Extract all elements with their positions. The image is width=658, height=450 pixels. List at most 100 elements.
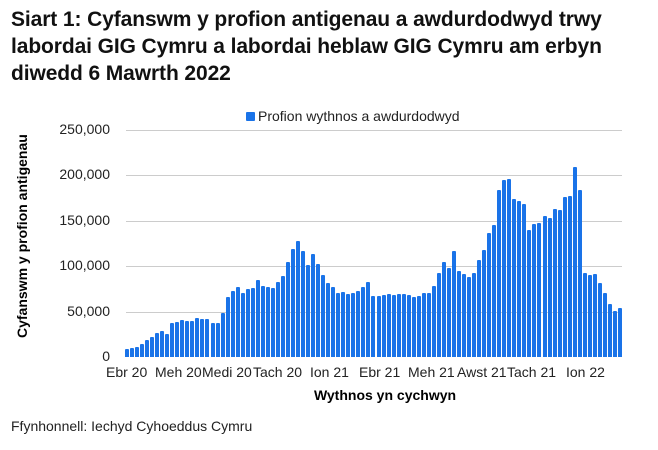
- bar: [527, 229, 532, 357]
- bar: [220, 313, 225, 357]
- bar: [467, 277, 472, 357]
- x-axis-label: Wythnos yn cychwyn: [313, 387, 457, 403]
- y-tick: 50,000: [67, 303, 110, 319]
- x-tick: Meh 20: [155, 364, 202, 380]
- source-note: Ffynhonnell: Iechyd Cyhoeddus Cymru: [11, 418, 253, 434]
- bar: [497, 189, 502, 357]
- bar: [552, 209, 557, 357]
- bar: [255, 279, 260, 357]
- y-axis-label: Cyfanswm y profion antigenau: [14, 134, 30, 338]
- bar: [285, 261, 290, 357]
- legend-swatch-icon: [246, 111, 255, 121]
- x-tick: Medi 20: [202, 364, 252, 380]
- bar: [406, 295, 411, 357]
- bar: [210, 322, 215, 357]
- bar: [572, 167, 577, 357]
- bar: [582, 272, 587, 357]
- bar: [195, 318, 200, 357]
- bar: [175, 321, 180, 357]
- gridline: [126, 130, 622, 131]
- bar: [280, 276, 285, 357]
- bar: [607, 304, 612, 357]
- bar: [436, 272, 441, 357]
- x-tick: Tach 20: [253, 364, 303, 380]
- bar: [125, 348, 130, 357]
- bar: [446, 268, 451, 357]
- bar: [150, 337, 155, 357]
- gridline: [126, 221, 622, 222]
- bar: [617, 308, 622, 357]
- bar: [411, 297, 416, 357]
- bar: [321, 275, 326, 357]
- bar: [240, 292, 245, 357]
- bar: [421, 293, 426, 357]
- bar: [190, 320, 195, 357]
- bar: [557, 209, 562, 357]
- bar: [537, 222, 542, 357]
- y-tick: 100,000: [59, 257, 110, 273]
- bar: [487, 232, 492, 357]
- bar: [205, 318, 210, 357]
- bar: [366, 281, 371, 357]
- bar: [250, 288, 255, 357]
- gridline: [126, 266, 622, 267]
- bar: [512, 199, 517, 357]
- bar: [225, 297, 230, 357]
- bar: [381, 295, 386, 357]
- bar: [331, 287, 336, 357]
- bar: [401, 294, 406, 357]
- bar: [130, 347, 135, 357]
- bar: [507, 179, 512, 357]
- bar: [316, 263, 321, 357]
- bar: [306, 265, 311, 357]
- bar: [597, 282, 602, 357]
- bar: [235, 287, 240, 357]
- bar: [416, 296, 421, 357]
- x-tick: Ebr 21: [359, 364, 401, 380]
- bar: [477, 259, 482, 357]
- bar: [275, 281, 280, 357]
- y-tick: 0: [102, 348, 110, 364]
- bar: [245, 288, 250, 357]
- bar: [351, 293, 356, 357]
- plot-area: [125, 130, 623, 357]
- bar: [602, 292, 607, 357]
- legend: Profion wythnos a awdurdodwyd: [246, 108, 460, 124]
- bar: [165, 334, 170, 357]
- bar: [265, 287, 270, 357]
- x-tick: Ion 21: [310, 364, 349, 380]
- chart-title: Siart 1: Cyfanswm y profion antigenau a …: [11, 8, 602, 85]
- bar: [386, 294, 391, 357]
- bar: [180, 319, 185, 357]
- bar: [492, 225, 497, 357]
- bar: [336, 292, 341, 357]
- x-tick: Awst 21: [457, 364, 507, 380]
- bar: [296, 240, 301, 357]
- bar: [562, 197, 567, 357]
- x-tick: Meh 21: [408, 364, 455, 380]
- bar: [592, 273, 597, 357]
- bar: [341, 291, 346, 357]
- bar: [140, 344, 145, 357]
- legend-label: Profion wythnos a awdurdodwyd: [258, 108, 460, 124]
- bar: [200, 318, 205, 357]
- bar: [361, 287, 366, 357]
- bar: [517, 200, 522, 357]
- bar: [567, 196, 572, 357]
- bar: [371, 296, 376, 357]
- bar: [547, 218, 552, 357]
- bar: [472, 272, 477, 357]
- x-tick: Tach 21: [507, 364, 557, 380]
- bar: [155, 333, 160, 357]
- bar: [587, 275, 592, 357]
- bar: [431, 286, 436, 357]
- bar: [482, 249, 487, 357]
- bar: [577, 189, 582, 357]
- bar: [301, 250, 306, 357]
- bar: [346, 294, 351, 357]
- y-tick: 150,000: [59, 212, 110, 228]
- bar: [291, 248, 296, 357]
- bar: [426, 292, 431, 357]
- bar: [396, 294, 401, 357]
- x-tick: Ebr 20: [106, 364, 148, 380]
